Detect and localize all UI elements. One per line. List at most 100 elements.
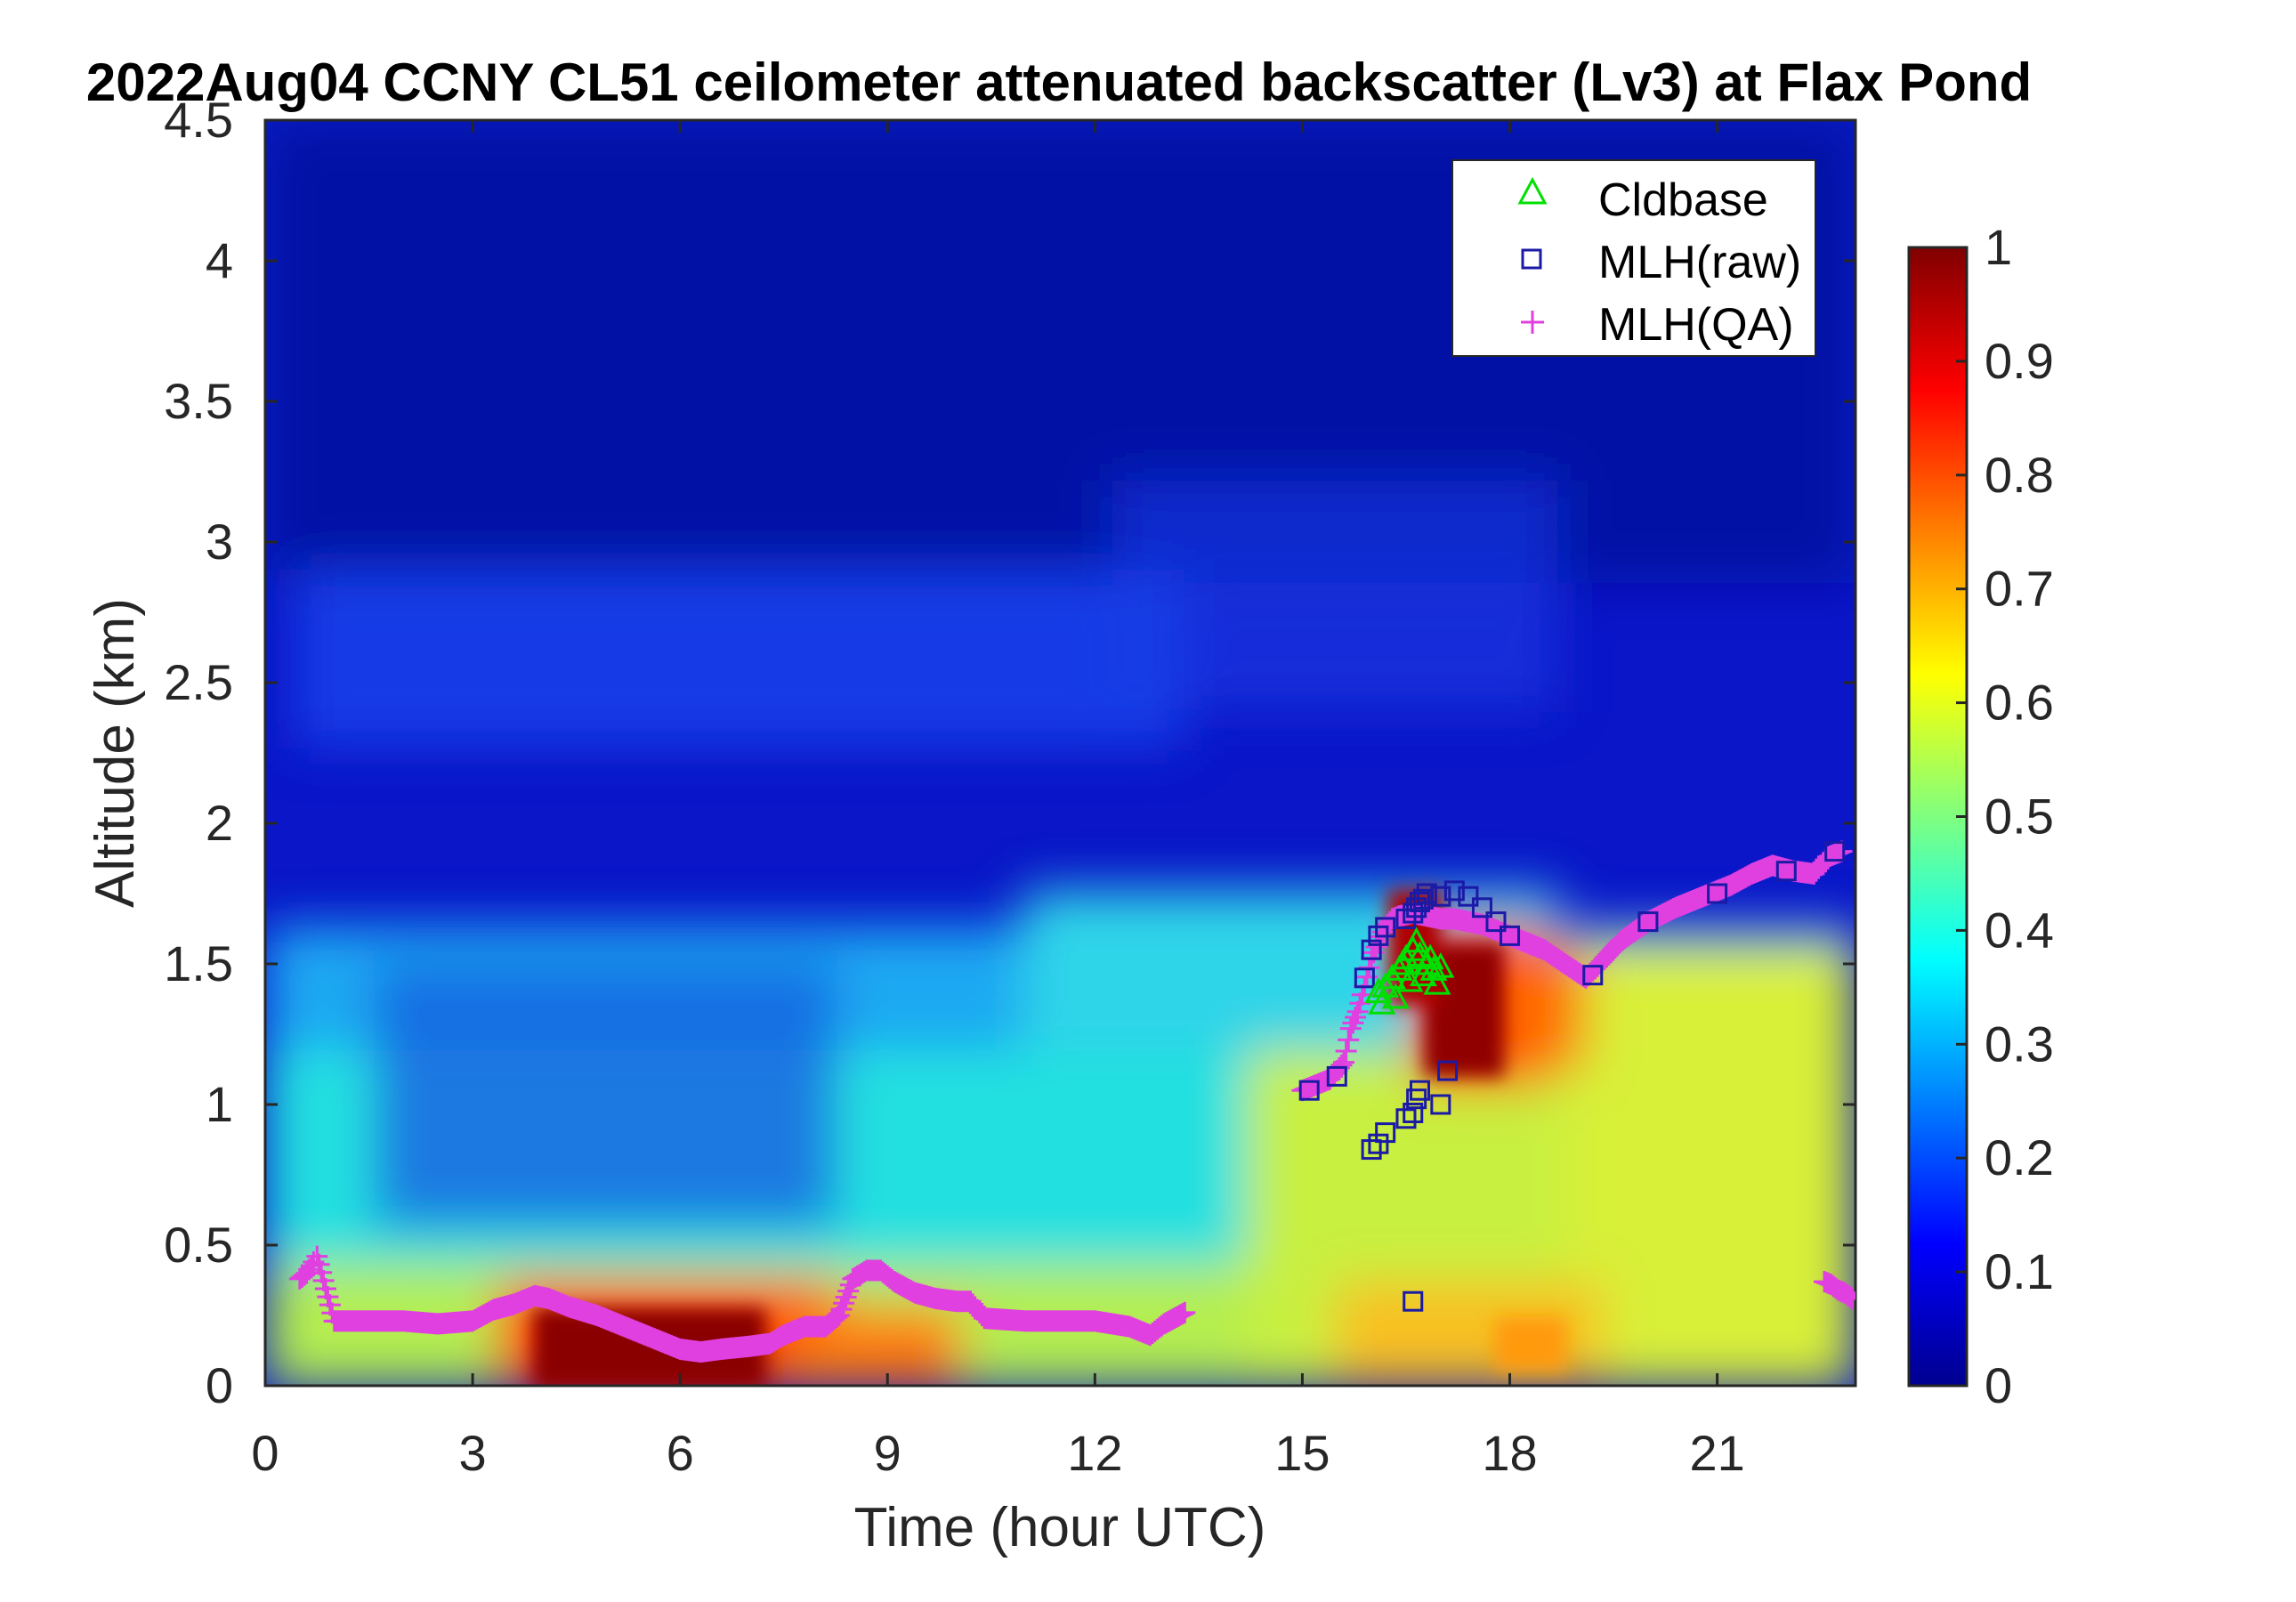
mlh-qa-point: [1330, 1054, 1353, 1076]
mlh-qa-point: [1174, 1301, 1196, 1323]
mlh-raw-point: [1416, 883, 1437, 904]
colorbar-tick-label: 0.8: [1985, 447, 2054, 503]
y-tick-label: 4: [206, 232, 233, 288]
mlh-qa-point: [1839, 1285, 1855, 1307]
mlh-qa-point: [1836, 1283, 1855, 1306]
mlh-raw-point: [1403, 902, 1424, 924]
colorbar-tick-label: 0.4: [1985, 902, 2054, 958]
mlh-raw-point: [1430, 1094, 1451, 1115]
mlh-raw-point: [1824, 841, 1846, 862]
colorbar-tick-label: 0.3: [1985, 1015, 2054, 1072]
mlh-raw-point: [1637, 911, 1659, 933]
x-tick-label: 0: [251, 1425, 279, 1481]
legend: Cldbase MLH(raw) MLH(QA): [1451, 159, 1816, 357]
mlh-qa-point: [1335, 1040, 1357, 1062]
x-tick-label: 9: [874, 1425, 901, 1481]
chart-title: 2022Aug04 CCNY CL51 ceilometer attenuate…: [86, 53, 2032, 112]
mlh-raw-point: [1361, 1139, 1382, 1161]
y-axis-label: Altitude (km): [85, 598, 146, 908]
cldbase-point: [1423, 968, 1451, 995]
cldbase-point: [1378, 963, 1406, 990]
cldbase-point: [1368, 989, 1396, 1015]
y-tick-label: 4.5: [164, 92, 233, 148]
mlh-raw-point: [1326, 1065, 1347, 1087]
mlh-raw-point: [1375, 1122, 1396, 1144]
mlh-raw-point: [1375, 917, 1396, 938]
mlh-raw-point: [1403, 1102, 1424, 1123]
x-tick-label: 12: [1067, 1425, 1122, 1481]
colorbar-tick-label: 0.9: [1985, 333, 2054, 389]
mlh-raw-point: [1361, 939, 1382, 960]
y-tick-label: 1.5: [164, 935, 233, 991]
mlh-qa-point: [1338, 1029, 1360, 1051]
mlh-raw-point: [1458, 886, 1479, 907]
legend-mlh-qa-label: MLH(QA): [1598, 299, 1794, 351]
x-tick-label: 6: [667, 1425, 694, 1481]
y-tick-label: 2: [206, 795, 233, 851]
y-tick-label: 3: [206, 514, 233, 570]
mlh-raw-point: [1403, 1290, 1424, 1312]
mlh-raw-point: [1775, 861, 1797, 882]
mlh-raw-point: [1410, 1080, 1431, 1101]
colorbar: 0 0.1 0.2 0.3 0.4 0.5 0.6 0.7 0.8 0.9 1: [1907, 219, 2054, 1413]
colorbar-tick-label: 1: [1985, 219, 2012, 275]
mlh-raw-point: [1395, 1108, 1417, 1129]
legend-mlh-raw-marker: [1521, 248, 1542, 270]
y-tick-label: 0: [206, 1357, 233, 1413]
legend-cldbase-marker: [1517, 176, 1548, 205]
y-tick-label: 3.5: [164, 373, 233, 429]
series-mlh-qa-: [288, 840, 1855, 1363]
legend-mlh-qa-marker: [1521, 311, 1544, 334]
mlh-raw-point: [1582, 965, 1604, 986]
mlh-raw-point: [1443, 880, 1465, 902]
mlh-raw-point: [1430, 886, 1451, 907]
y-tick-label: 1: [206, 1076, 233, 1132]
series-cldbase: [1364, 926, 1455, 1015]
colorbar-ticks: 0 0.1 0.2 0.3 0.4 0.5 0.6 0.7 0.8 0.9 1: [1956, 219, 2054, 1413]
colorbar-tick-label: 0.7: [1985, 561, 2054, 617]
mlh-raw-point: [1485, 911, 1507, 933]
colorbar-tick-label: 0.6: [1985, 675, 2054, 731]
legend-cldbase-label: Cldbase: [1598, 174, 1768, 226]
y-axis: 0 0.5 1 1.5 2 2.5 3 3.5 4 4.5: [164, 92, 1855, 1413]
mlh-qa-point: [1358, 957, 1380, 979]
cldbase-point: [1416, 943, 1444, 970]
colorbar-tick-label: 0.5: [1985, 789, 2054, 845]
mlh-raw-point: [1395, 908, 1417, 929]
mlh-raw-point: [1354, 967, 1375, 989]
mlh-qa-point: [1333, 1051, 1355, 1073]
mlh-raw-point: [1707, 883, 1728, 904]
mlh-raw-point: [1437, 1060, 1459, 1081]
mlh-raw-point: [1368, 1133, 1389, 1154]
legend-box: [1451, 159, 1816, 357]
cldbase-point: [1427, 952, 1455, 978]
data-markers: [288, 840, 1855, 1363]
cldbase-point: [1388, 949, 1417, 975]
x-tick-label: 15: [1274, 1425, 1330, 1481]
y-tick-label: 2.5: [164, 654, 233, 710]
mlh-qa-point: [1339, 1017, 1362, 1040]
cldbase-point: [1403, 926, 1431, 953]
x-tick-label: 18: [1482, 1425, 1537, 1481]
y-tick-label: 0.5: [164, 1217, 233, 1273]
mlh-raw-point: [1471, 897, 1492, 918]
series-mlh-raw-: [1298, 841, 1846, 1312]
x-tick-label: 3: [459, 1425, 487, 1481]
colorbar-tick-label: 0.1: [1985, 1243, 2054, 1299]
legend-mlh-raw-label: MLH(raw): [1598, 237, 1801, 288]
colorbar-tick-label: 0.2: [1985, 1129, 2054, 1185]
mlh-qa-point: [1345, 1007, 1367, 1029]
mlh-qa-point: [1841, 1288, 1855, 1310]
cldbase-point: [1364, 977, 1393, 1004]
mlh-qa-point: [1831, 840, 1853, 862]
x-axis: 0 3 6 9 12 15 18 21: [251, 120, 1745, 1481]
mlh-qa-point: [1342, 1012, 1364, 1034]
mlh-raw-point: [1298, 1080, 1320, 1101]
mlh-raw-point: [1500, 925, 1521, 946]
plot-frame: [263, 118, 1857, 1388]
cldbase-point: [1381, 983, 1410, 1009]
x-axis-label: Time (hour UTC): [854, 1497, 1266, 1558]
x-tick-label: 21: [1689, 1425, 1744, 1481]
colorbar-tick-label: 0: [1985, 1357, 2012, 1413]
